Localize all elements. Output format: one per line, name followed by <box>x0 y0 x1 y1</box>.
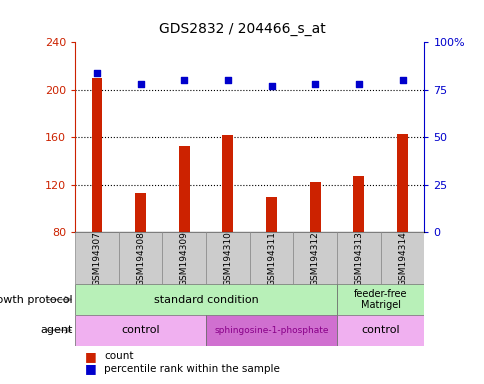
Text: control: control <box>361 325 399 335</box>
Text: GSM194311: GSM194311 <box>267 231 275 286</box>
Bar <box>249 232 293 284</box>
Bar <box>353 177 363 232</box>
Text: count: count <box>104 351 134 361</box>
Text: GSM194313: GSM194313 <box>354 231 363 286</box>
Bar <box>380 232 424 284</box>
Point <box>136 81 144 87</box>
Text: growth protocol: growth protocol <box>0 295 73 305</box>
Bar <box>309 182 320 232</box>
Text: GSM194314: GSM194314 <box>397 231 406 286</box>
Bar <box>179 146 189 232</box>
Bar <box>336 284 424 315</box>
Text: feeder-free
Matrigel: feeder-free Matrigel <box>353 289 407 310</box>
Point <box>354 81 362 87</box>
Bar <box>336 232 380 284</box>
Bar <box>162 232 206 284</box>
Bar <box>293 232 336 284</box>
Bar <box>119 232 162 284</box>
Text: standard condition: standard condition <box>153 295 258 305</box>
Bar <box>75 284 336 315</box>
Text: GSM194308: GSM194308 <box>136 231 145 286</box>
Text: sphingosine-1-phosphate: sphingosine-1-phosphate <box>214 326 328 335</box>
Bar <box>396 134 407 232</box>
Bar <box>206 315 336 346</box>
Text: ■: ■ <box>85 362 96 375</box>
Bar <box>222 135 233 232</box>
Text: ■: ■ <box>85 350 96 363</box>
Bar <box>266 197 276 232</box>
Point <box>398 77 406 83</box>
Point <box>267 83 275 89</box>
Point <box>93 70 101 76</box>
Bar <box>75 232 119 284</box>
Point <box>311 81 318 87</box>
Point <box>180 77 188 83</box>
Text: GSM194310: GSM194310 <box>223 231 232 286</box>
Text: percentile rank within the sample: percentile rank within the sample <box>104 364 280 374</box>
Text: GSM194312: GSM194312 <box>310 231 319 286</box>
Bar <box>206 232 249 284</box>
Bar <box>135 193 146 232</box>
Text: agent: agent <box>40 325 73 335</box>
Text: control: control <box>121 325 160 335</box>
Text: GSM194307: GSM194307 <box>92 231 101 286</box>
Bar <box>336 315 424 346</box>
Bar <box>91 78 102 232</box>
Bar <box>75 315 206 346</box>
Text: GSM194309: GSM194309 <box>180 231 188 286</box>
Text: GDS2832 / 204466_s_at: GDS2832 / 204466_s_at <box>159 22 325 36</box>
Point <box>224 77 231 83</box>
